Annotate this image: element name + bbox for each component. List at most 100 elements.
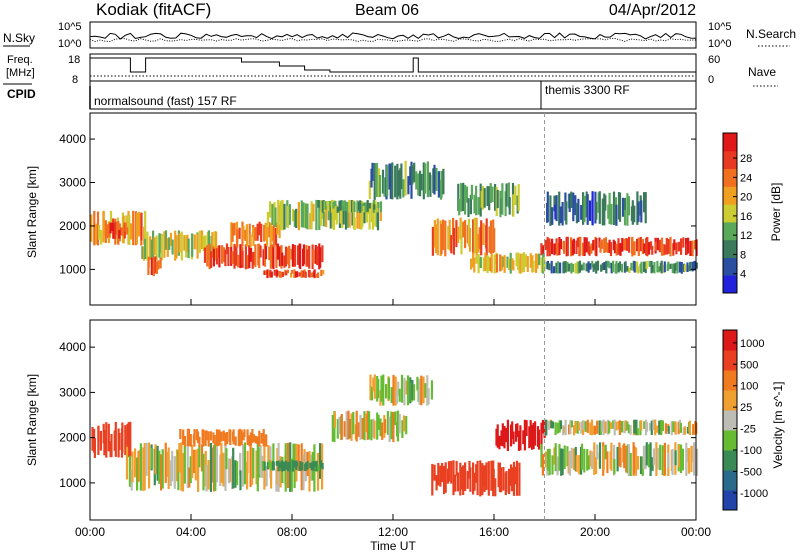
power-cell-10-12 <box>452 227 455 255</box>
velocity-cell-1-95 <box>297 444 300 471</box>
velocity-cell-9-60 <box>654 419 657 436</box>
velocity-cell-4-25 <box>376 412 379 440</box>
power-cell-15-3 <box>551 207 554 225</box>
velocity-cell-8-30 <box>595 457 598 474</box>
date-title: 04/Apr/2012 <box>609 2 696 19</box>
power-cell-5-11 <box>281 271 284 277</box>
velocity-cell-9-58 <box>650 420 653 435</box>
velocity-cell-6-39 <box>502 467 505 491</box>
velocity-cbar-label-4: -25 <box>740 424 756 436</box>
power-cell-6-20 <box>265 226 269 247</box>
power-cell-14-21 <box>582 262 585 271</box>
power-cbar-seg-1 <box>723 257 737 276</box>
power-cell-14-47 <box>630 262 633 271</box>
power-ytick-label-0: 1000 <box>59 262 86 276</box>
power-cell-5-27 <box>311 272 314 278</box>
power-cell-13-35 <box>603 238 606 253</box>
power-cbar-seg-0 <box>723 275 737 294</box>
velocity-cell-9-37 <box>612 420 615 429</box>
power-cell-13-5 <box>548 242 551 257</box>
power-cell-13-55 <box>639 236 642 252</box>
velocity-cbar-label-1: 500 <box>740 359 758 371</box>
power-cell-8-0 <box>317 200 320 208</box>
power-cell-8-21 <box>356 200 359 213</box>
velocity-cell-5-34 <box>430 380 433 400</box>
velocity-cell-2-34 <box>240 429 243 446</box>
velocity-cell-7-1 <box>496 424 499 448</box>
velocity-cell-5-15 <box>395 389 398 404</box>
power-cell-9-25 <box>413 162 416 183</box>
power-cell-5-15 <box>290 273 293 278</box>
velocity-cell-8-67 <box>661 445 664 476</box>
velocity-cell-3-16 <box>291 460 294 472</box>
power-cell-1-2 <box>109 222 112 234</box>
velocity-cell-5-13 <box>392 374 395 406</box>
power-cell-2-18 <box>174 230 177 261</box>
power-cell-9-40 <box>440 170 443 198</box>
velocity-cell-7-26 <box>541 419 545 434</box>
velocity-cell-6-34 <box>492 468 495 488</box>
power-cell-12-31 <box>512 194 515 217</box>
velocity-cell-6-30 <box>485 462 488 490</box>
velocity-cell-1-78 <box>267 445 270 470</box>
power-cell-5-18 <box>295 271 298 278</box>
power-cell-14-44 <box>624 261 627 272</box>
power-cell-13-86 <box>695 239 698 256</box>
power-cell-13-57 <box>643 243 646 254</box>
velocity-cell-6-21 <box>469 467 472 492</box>
velocity-cell-6-7 <box>444 462 447 493</box>
velocity-cell-0-9 <box>107 423 110 452</box>
power-cell-11-38 <box>538 253 541 266</box>
power-cell-15-14 <box>570 191 573 208</box>
power-cell-14-73 <box>676 261 679 274</box>
power-cell-12-14 <box>482 186 485 210</box>
power-cell-4-57 <box>306 249 309 267</box>
power-cell-5-4 <box>269 269 272 278</box>
power-cell-7-34 <box>329 202 332 229</box>
power-cell-13-22 <box>579 236 582 256</box>
power-cell-0-0 <box>90 214 93 242</box>
velocity-cell-5-21 <box>406 375 410 406</box>
noise-tick-lo-left: 10^0 <box>58 38 82 50</box>
velocity-cell-9-18 <box>577 422 580 431</box>
velocity-cell-1-45 <box>207 460 210 490</box>
power-cell-2-5 <box>150 239 153 259</box>
power-cell-15-8 <box>559 206 562 224</box>
power-cell-14-56 <box>645 261 648 269</box>
velocity-cell-8-86 <box>695 448 699 476</box>
power-cell-2-1 <box>142 246 146 261</box>
velocity-cell-5-18 <box>400 374 404 403</box>
power-cell-7-32 <box>325 205 328 228</box>
power-cell-7-50 <box>358 206 361 230</box>
power-cell-15-48 <box>631 200 634 225</box>
power-cell-5-1 <box>264 270 267 276</box>
power-cbar-seg-2 <box>723 239 737 258</box>
power-cell-7-40 <box>339 208 342 224</box>
power-cell-0-4 <box>98 224 101 240</box>
power-cell-13-0 <box>540 243 543 256</box>
power-cell-2-29 <box>193 234 196 250</box>
velocity-cell-4-30 <box>384 419 387 434</box>
nsearch-label: N.Search <box>746 27 796 41</box>
velocity-cell-0-20 <box>127 422 130 458</box>
velocity-cell-4-18 <box>363 411 366 441</box>
power-cell-13-61 <box>649 241 653 250</box>
power-cell-13-76 <box>677 241 680 252</box>
power-cell-13-54 <box>637 237 640 256</box>
velocity-cell-9-39 <box>615 421 618 431</box>
velocity-cell-8-29 <box>593 442 596 475</box>
power-cell-11-25 <box>515 252 518 267</box>
velocity-cell-3-7 <box>275 461 278 466</box>
xtick-label-3: 12:00 <box>378 525 408 539</box>
velocity-cell-6-2 <box>435 475 438 491</box>
power-cell-7-9 <box>283 203 286 230</box>
velocity-cell-8-15 <box>567 451 570 474</box>
xtick-label-0: 00:00 <box>75 525 105 539</box>
velocity-cell-1-0 <box>125 446 129 480</box>
power-cell-7-27 <box>315 209 318 230</box>
velocity-cell-3-30 <box>315 460 318 472</box>
power-cell-14-36 <box>610 262 613 274</box>
power-cell-14-13 <box>568 263 571 272</box>
velocity-cell-1-97 <box>302 454 305 491</box>
power-cell-4-9 <box>221 245 224 264</box>
